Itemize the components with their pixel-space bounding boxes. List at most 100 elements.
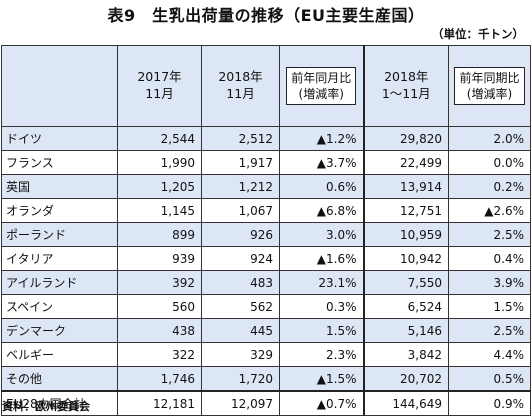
value-2017-nov: 322 <box>117 342 202 367</box>
value-2018-ytd: 22,499 <box>362 150 449 175</box>
country-name: ベルギー <box>1 342 118 367</box>
table-row: イタリア 939 924 ▲1.6% 10,942 0.4% <box>1 246 531 271</box>
country-name: 英国 <box>1 174 118 199</box>
source-note: 資料：欧州委員会 <box>2 400 90 413</box>
table-row: ポーランド 899 926 3.0% 10,959 2.5% <box>1 222 531 247</box>
country-name: デンマーク <box>1 318 118 343</box>
table-row: EU28カ国合計 12,181 12,097 ▲0.7% 144,649 0.9% <box>1 390 531 416</box>
header-mom-line1: 前年同月比 <box>291 70 352 85</box>
value-2018-nov: 924 <box>201 246 280 271</box>
value-2018-nov: 926 <box>201 222 280 247</box>
value-2017-nov: 2,544 <box>117 126 202 151</box>
value-2018-ytd: 6,524 <box>362 294 449 319</box>
header-2017-nov-line1: 2017年 <box>137 69 182 85</box>
header-yoy-line2: (増減率) <box>466 87 513 101</box>
header-yoy-line1: 前年同期比 <box>459 70 520 85</box>
country-name: フランス <box>1 150 118 175</box>
header-2018-nov: 2018年 11月 <box>201 45 280 127</box>
value-2018-ytd: 20,702 <box>362 366 449 392</box>
country-name: オランダ <box>1 198 118 223</box>
header-mom-change: 前年同月比 (増減率) <box>279 45 364 127</box>
value-2018-nov: 329 <box>201 342 280 367</box>
value-2017-nov: 1,746 <box>117 366 202 392</box>
value-2018-nov: 1,720 <box>201 366 280 392</box>
value-2017-nov: 939 <box>117 246 202 271</box>
value-mom-change: ▲3.7% <box>279 150 364 175</box>
header-mom-box: 前年同月比 (増減率) <box>286 66 357 106</box>
value-mom-change: 0.3% <box>279 294 364 319</box>
table-row: オランダ 1,145 1,067 ▲6.8% 12,751 ▲2.6% <box>1 198 531 223</box>
table-row: 英国 1,205 1,212 0.6% 13,914 0.2% <box>1 174 531 199</box>
value-2018-ytd: 144,649 <box>362 390 449 416</box>
value-mom-change: ▲1.6% <box>279 246 364 271</box>
header-2018-ytd: 2018年 1～11月 <box>362 45 449 127</box>
header-2018-ytd-line1: 2018年 <box>384 69 429 85</box>
value-yoy-change: 0.4% <box>448 246 531 271</box>
value-2018-nov: 562 <box>201 294 280 319</box>
header-2017-nov: 2017年 11月 <box>117 45 202 127</box>
value-mom-change: 3.0% <box>279 222 364 247</box>
value-2018-ytd: 29,820 <box>362 126 449 151</box>
country-name: EU28カ国合計 <box>1 390 118 416</box>
header-2018-nov-line2: 11月 <box>226 86 255 101</box>
header-2017-nov-line2: 11月 <box>145 86 174 101</box>
value-2017-nov: 438 <box>117 318 202 343</box>
value-yoy-change: 0.5% <box>448 366 531 392</box>
value-2018-ytd: 12,751 <box>362 198 449 223</box>
value-2017-nov: 1,205 <box>117 174 202 199</box>
country-name: ポーランド <box>1 222 118 247</box>
country-name: ドイツ <box>1 126 118 151</box>
table-row: その他 1,746 1,720 ▲1.5% 20,702 0.5% <box>1 366 531 392</box>
value-yoy-change: 1.5% <box>448 294 531 319</box>
value-2018-ytd: 10,959 <box>362 222 449 247</box>
value-yoy-change: 0.9% <box>448 390 531 416</box>
value-mom-change: ▲1.5% <box>279 366 364 392</box>
value-yoy-change: 2.0% <box>448 126 531 151</box>
table-title: 表9 生乳出荷量の推移（EU主要生産国） <box>107 6 425 25</box>
country-name: スペイン <box>1 294 118 319</box>
value-2018-nov: 1,917 <box>201 150 280 175</box>
value-yoy-change: 0.0% <box>448 150 531 175</box>
value-mom-change: 23.1% <box>279 270 364 295</box>
country-name: アイルランド <box>1 270 118 295</box>
value-2018-nov: 483 <box>201 270 280 295</box>
value-yoy-change: 0.2% <box>448 174 531 199</box>
value-yoy-change: 2.5% <box>448 318 531 343</box>
header-mom-line2: (増減率) <box>298 87 344 101</box>
value-2018-ytd: 3,842 <box>362 342 449 367</box>
table-row: ベルギー 322 329 2.3% 3,842 4.4% <box>1 342 531 367</box>
value-2017-nov: 899 <box>117 222 202 247</box>
table-row: フランス 1,990 1,917 ▲3.7% 22,499 0.0% <box>1 150 531 175</box>
value-yoy-change: 2.5% <box>448 222 531 247</box>
table-row: アイルランド 392 483 23.1% 7,550 3.9% <box>1 270 531 295</box>
value-mom-change: 0.6% <box>279 174 364 199</box>
header-2018-ytd-line2: 1～11月 <box>381 86 431 101</box>
header-yoy-change: 前年同期比 (増減率) <box>448 45 531 127</box>
unit-note: （単位：千トン） <box>432 27 524 41</box>
value-2017-nov: 12,181 <box>117 390 202 416</box>
value-mom-change: ▲1.2% <box>279 126 364 151</box>
value-2018-ytd: 10,942 <box>362 246 449 271</box>
value-2018-nov: 1,212 <box>201 174 280 199</box>
value-yoy-change: 3.9% <box>448 270 531 295</box>
country-name: その他 <box>1 366 118 392</box>
value-2017-nov: 1,990 <box>117 150 202 175</box>
milk-shipment-table: 2017年 11月 2018年 11月 前年同月比 (増減率) 2018年 1～… <box>1 45 531 416</box>
country-name: イタリア <box>1 246 118 271</box>
value-mom-change: ▲0.7% <box>279 390 364 416</box>
header-2018-nov-line1: 2018年 <box>218 69 263 85</box>
header-row: 2017年 11月 2018年 11月 前年同月比 (増減率) 2018年 1～… <box>1 45 531 127</box>
value-2018-nov: 445 <box>201 318 280 343</box>
value-yoy-change: ▲2.6% <box>448 198 531 223</box>
value-mom-change: ▲6.8% <box>279 198 364 223</box>
value-2017-nov: 1,145 <box>117 198 202 223</box>
value-yoy-change: 4.4% <box>448 342 531 367</box>
value-2018-ytd: 5,146 <box>362 318 449 343</box>
table-row: スペイン 560 562 0.3% 6,524 1.5% <box>1 294 531 319</box>
value-2018-nov: 2,512 <box>201 126 280 151</box>
value-mom-change: 2.3% <box>279 342 364 367</box>
header-corner <box>1 45 118 127</box>
value-2018-ytd: 7,550 <box>362 270 449 295</box>
table-row: デンマーク 438 445 1.5% 5,146 2.5% <box>1 318 531 343</box>
value-2017-nov: 560 <box>117 294 202 319</box>
